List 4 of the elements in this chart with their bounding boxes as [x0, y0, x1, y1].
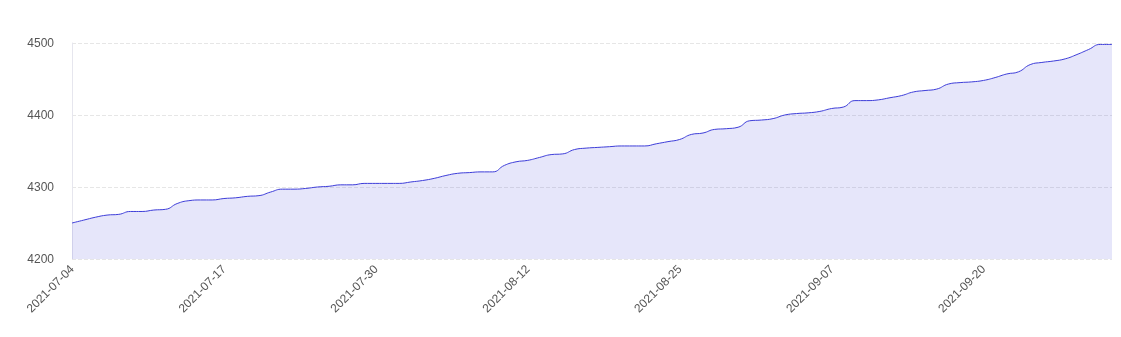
y-tick-label: 4200 [27, 252, 55, 266]
y-tick-label: 4400 [27, 108, 55, 122]
y-tick-label: 4300 [27, 180, 55, 194]
y-tick-label: 4500 [27, 36, 55, 50]
